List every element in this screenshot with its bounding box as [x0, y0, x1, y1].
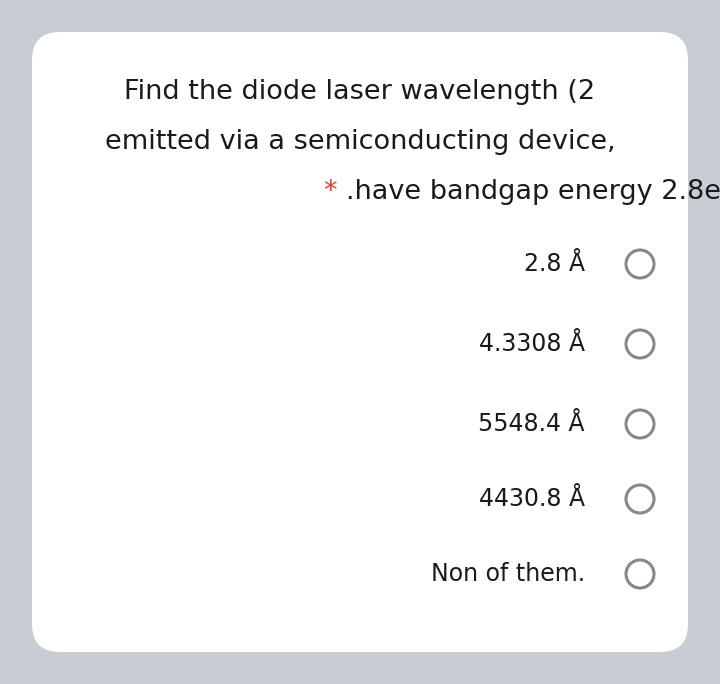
Text: 2.8 Å: 2.8 Å	[524, 252, 585, 276]
Text: 4430.8 Å: 4430.8 Å	[479, 487, 585, 511]
Text: 5548.4 Å: 5548.4 Å	[479, 412, 585, 436]
Text: .have bandgap energy 2.8eV: .have bandgap energy 2.8eV	[346, 179, 720, 205]
FancyBboxPatch shape	[32, 32, 688, 652]
Text: *: *	[324, 179, 346, 205]
Text: Find the diode laser wavelength (2: Find the diode laser wavelength (2	[125, 79, 595, 105]
Text: 4.3308 Å: 4.3308 Å	[479, 332, 585, 356]
Text: emitted via a semiconducting device,: emitted via a semiconducting device,	[104, 129, 616, 155]
Text: Non of them.: Non of them.	[431, 562, 585, 586]
